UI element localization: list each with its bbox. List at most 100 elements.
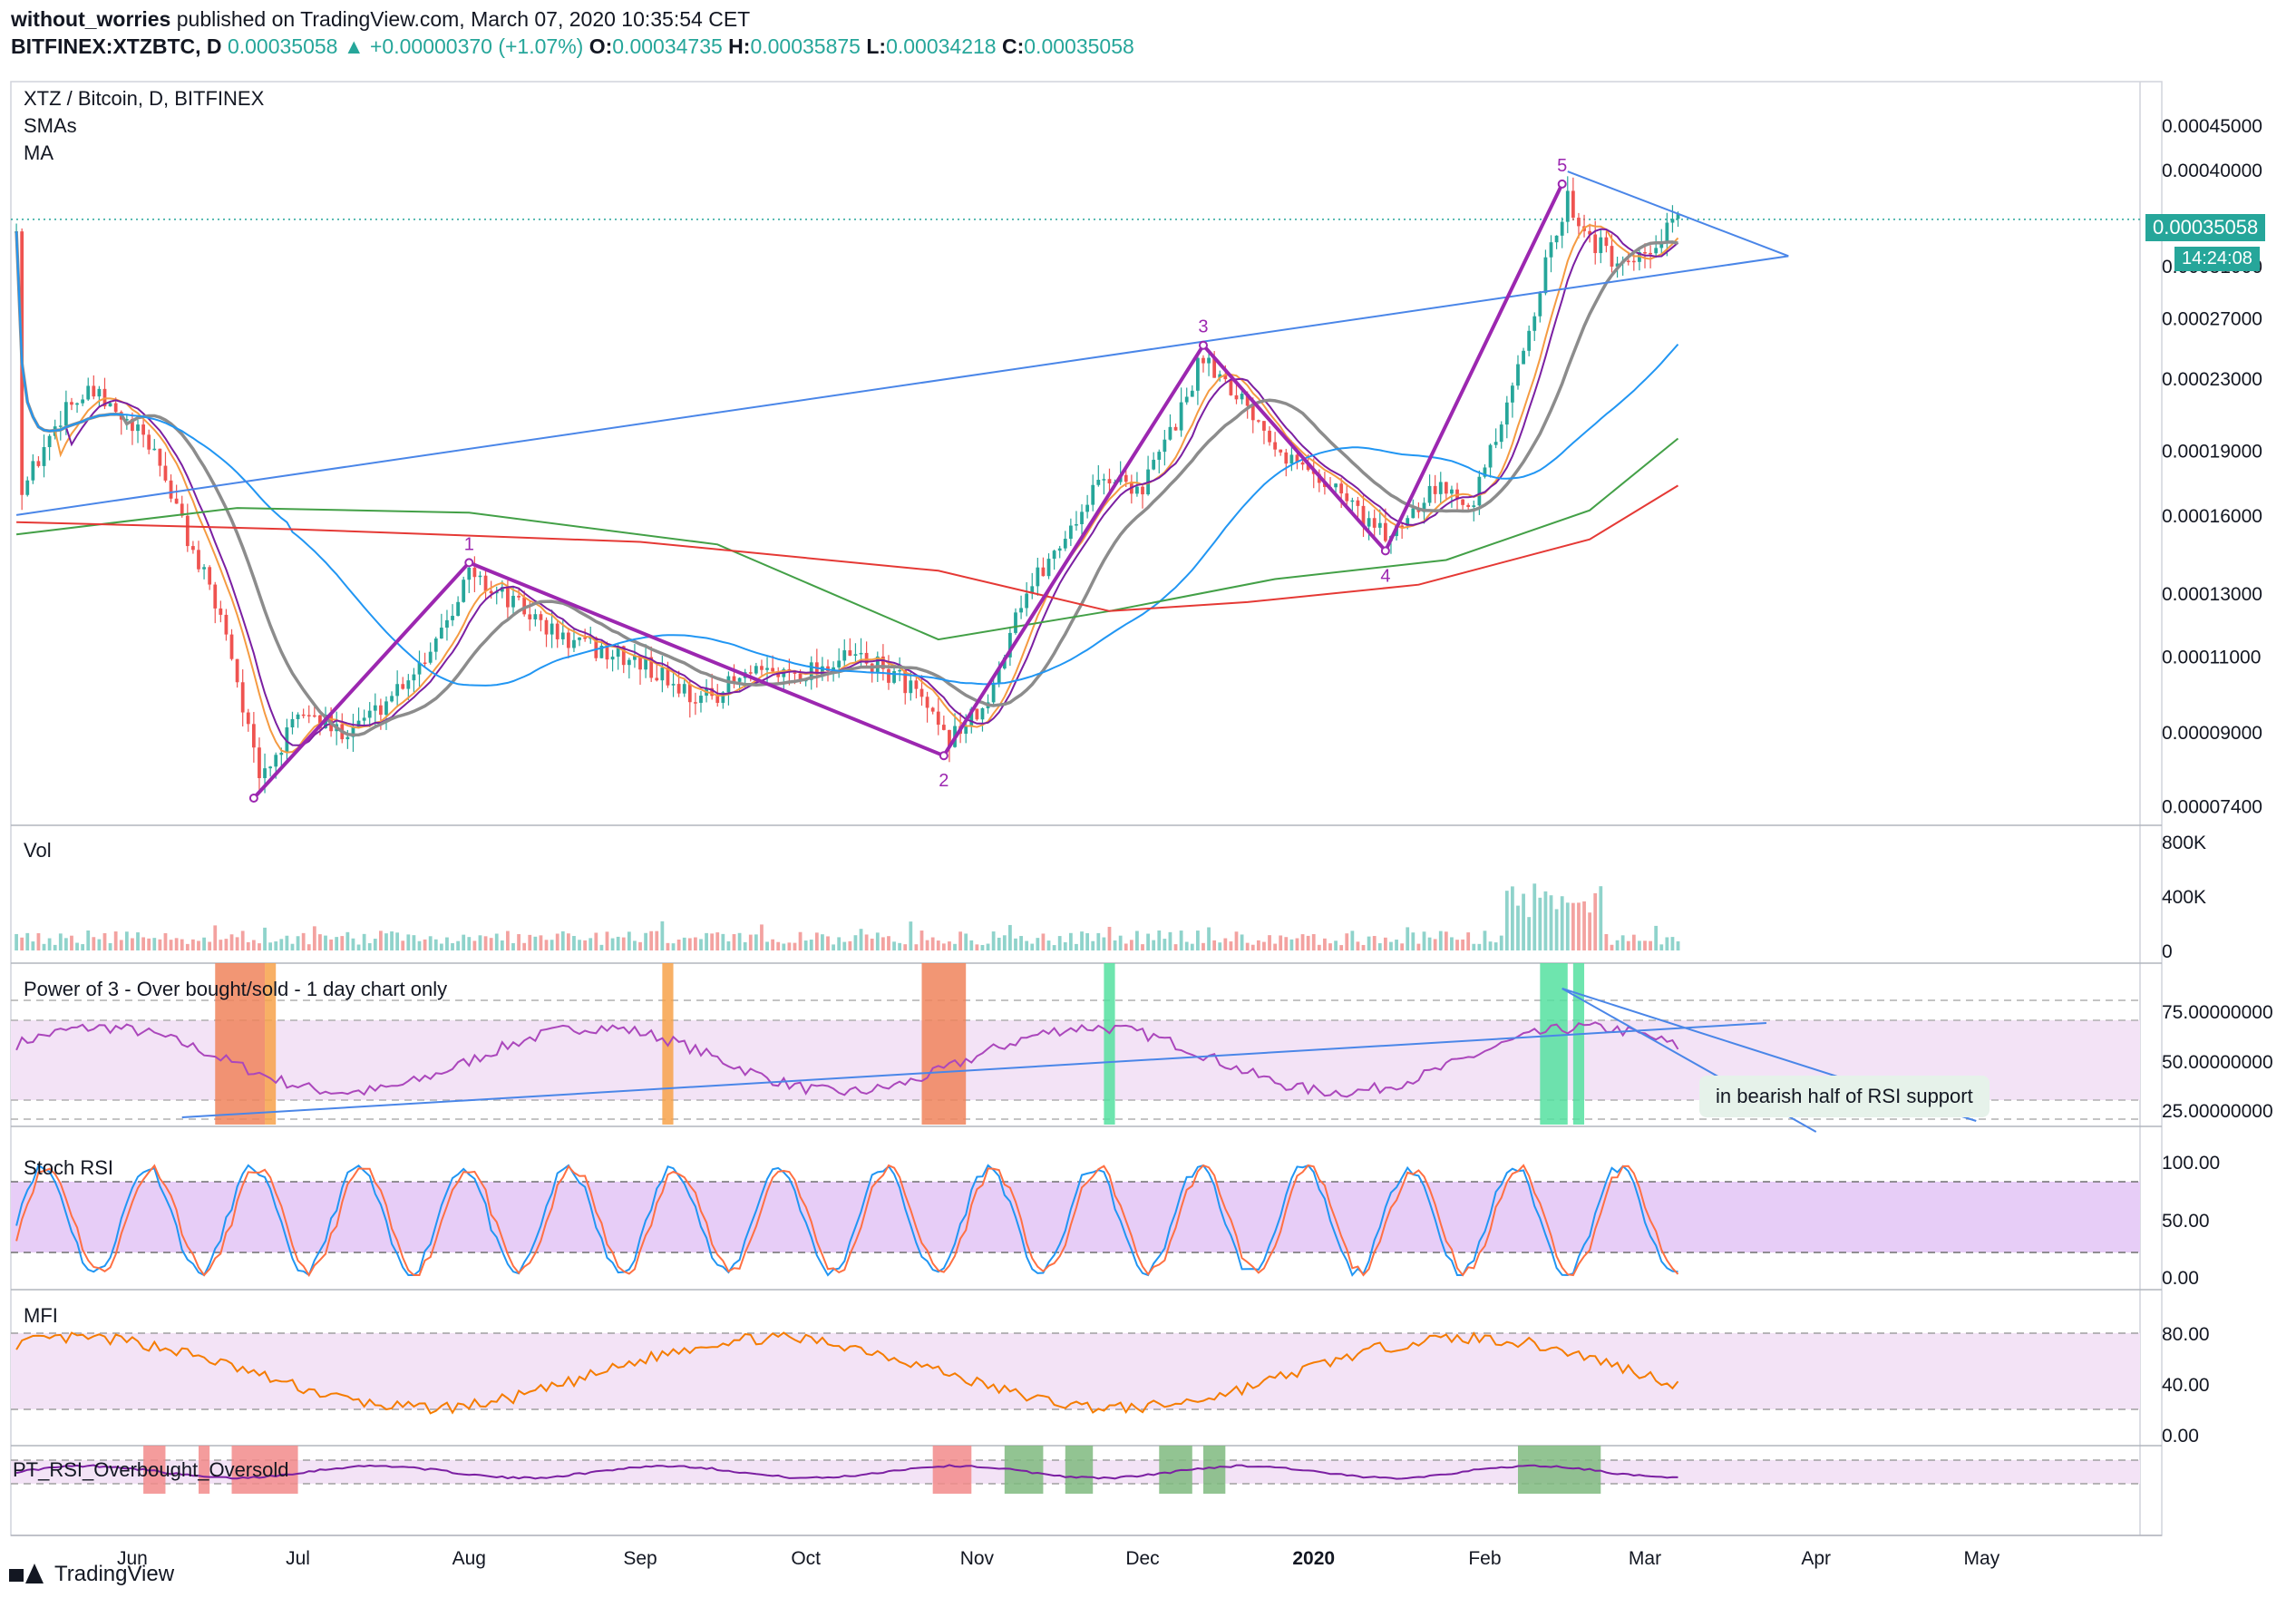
volume-bar bbox=[1129, 940, 1133, 950]
volume-bar bbox=[754, 934, 758, 950]
volume-bar bbox=[1008, 924, 1012, 950]
volume-bar bbox=[528, 934, 532, 950]
candle-body bbox=[1295, 454, 1299, 463]
candle-body bbox=[428, 651, 433, 663]
volume-bar bbox=[1295, 938, 1299, 950]
volume-bar bbox=[583, 940, 588, 950]
candle-body bbox=[1599, 237, 1603, 254]
power3-tick-label: 25.00000000 bbox=[2162, 1101, 2273, 1122]
volume-bar bbox=[633, 940, 637, 950]
candle-body bbox=[1511, 385, 1514, 403]
candle-body bbox=[1135, 486, 1139, 494]
volume-bar bbox=[627, 931, 631, 950]
candle-body bbox=[1025, 593, 1029, 609]
volume-bar bbox=[500, 940, 504, 950]
volume-bar bbox=[136, 932, 140, 950]
price-tick-label: 0.00040000 bbox=[2162, 161, 2262, 181]
volume-bar bbox=[1141, 944, 1144, 950]
high-value: 0.00035875 bbox=[750, 34, 861, 58]
candle-body bbox=[378, 705, 383, 716]
pt-rsi-pane-title: PT_RSI_Overbought_Oversold bbox=[13, 1458, 289, 1481]
volume-bar bbox=[676, 940, 681, 950]
candle-body bbox=[417, 662, 422, 675]
volume-bar bbox=[1025, 940, 1029, 950]
candle-body bbox=[1240, 394, 1244, 400]
volume-bar bbox=[340, 936, 345, 950]
time-tick-label: Sep bbox=[623, 1548, 657, 1569]
volume-bar bbox=[367, 942, 372, 950]
candle-body bbox=[671, 684, 676, 686]
volume-bar bbox=[964, 933, 968, 950]
volume-bar bbox=[948, 941, 951, 950]
volume-bar bbox=[1063, 941, 1067, 950]
volume-bar bbox=[1367, 936, 1371, 950]
author-name[interactable]: without_worries bbox=[11, 7, 171, 31]
sma-indicator-label[interactable]: SMAs bbox=[24, 114, 77, 137]
candle-body bbox=[1631, 260, 1636, 263]
stoch-band bbox=[11, 1182, 2140, 1252]
price-tick-label: 0.00023000 bbox=[2162, 369, 2262, 390]
candle-body bbox=[1057, 548, 1062, 551]
candle-body bbox=[1289, 454, 1294, 464]
wave-point bbox=[1557, 179, 1567, 189]
tradingview-logo[interactable]: TradingView bbox=[9, 1562, 174, 1587]
volume-bar bbox=[517, 934, 520, 950]
volume-bar bbox=[1638, 940, 1641, 950]
wave-label-3: 3 bbox=[1198, 317, 1208, 337]
candle-body bbox=[1046, 559, 1051, 577]
candle-body bbox=[754, 666, 758, 674]
volume-bar bbox=[589, 938, 593, 950]
volume-bar bbox=[997, 937, 1001, 950]
candle-body bbox=[550, 623, 554, 635]
candle-body bbox=[771, 667, 775, 672]
volume-bar bbox=[1306, 935, 1310, 950]
volume-bar bbox=[1250, 944, 1255, 950]
candle-body bbox=[875, 656, 880, 673]
candle-body bbox=[208, 567, 212, 585]
candle-body bbox=[390, 696, 394, 702]
volume-bar bbox=[1096, 932, 1101, 950]
candle-body bbox=[1670, 219, 1675, 223]
candle-body bbox=[539, 614, 543, 620]
volume-bar bbox=[1549, 895, 1553, 950]
chart-annotation-note[interactable]: in bearish half of RSI support bbox=[1699, 1076, 1990, 1117]
candle-body bbox=[1268, 430, 1271, 443]
power3-overbought-zone-1 bbox=[1104, 963, 1115, 1125]
volume-bar bbox=[329, 939, 333, 950]
volume-bar bbox=[605, 931, 609, 950]
candle-body bbox=[362, 717, 366, 721]
volume-bar bbox=[1284, 937, 1289, 950]
candle-body bbox=[406, 680, 411, 689]
candle-body bbox=[296, 714, 300, 719]
volume-bar bbox=[1554, 909, 1559, 950]
volume-bar bbox=[991, 931, 996, 950]
candle-body bbox=[136, 424, 140, 432]
publish-info: without_worries published on TradingView… bbox=[11, 7, 750, 32]
volume-bar bbox=[412, 935, 416, 950]
wave-point bbox=[464, 558, 474, 568]
candle-body bbox=[483, 575, 488, 591]
candle-body bbox=[1665, 222, 1669, 242]
candle-body bbox=[1300, 462, 1305, 465]
support-trendline bbox=[15, 255, 1789, 516]
open-value: 0.00034735 bbox=[612, 34, 723, 58]
volume-bar bbox=[290, 943, 295, 950]
volume-bar bbox=[1395, 940, 1398, 950]
candle-body bbox=[1339, 483, 1344, 494]
volume-bar bbox=[550, 940, 554, 950]
candle-body bbox=[401, 684, 405, 689]
volume-bar bbox=[1444, 931, 1448, 950]
wave-label-5: 5 bbox=[1557, 156, 1567, 176]
candle-body bbox=[919, 688, 924, 697]
time-tick-label: Feb bbox=[1468, 1548, 1501, 1569]
time-tick-label: May bbox=[1964, 1548, 2000, 1569]
ma-indicator-label[interactable]: MA bbox=[24, 141, 54, 164]
candle-body bbox=[75, 403, 79, 405]
publish-text: published on TradingView.com, March 07, … bbox=[170, 7, 751, 31]
candle-body bbox=[853, 654, 858, 656]
volume-bar bbox=[63, 938, 68, 950]
candle-body bbox=[306, 715, 311, 716]
volume-bar bbox=[1014, 938, 1017, 950]
candle-body bbox=[1488, 444, 1493, 468]
